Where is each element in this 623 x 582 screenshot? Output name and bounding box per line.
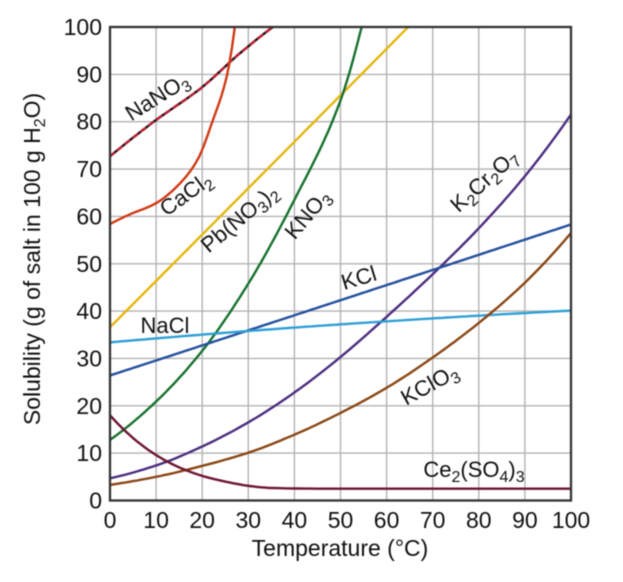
svg-text:Temperature (°C): Temperature (°C) [252, 535, 429, 561]
svg-text:20: 20 [189, 507, 215, 533]
svg-text:0: 0 [104, 507, 117, 533]
svg-text:90: 90 [512, 507, 538, 533]
svg-text:0: 0 [89, 488, 102, 514]
svg-text:100: 100 [64, 14, 102, 40]
svg-text:Ce2(SO4)3: Ce2(SO4)3 [423, 457, 524, 486]
svg-text:10: 10 [143, 507, 169, 533]
svg-text:30: 30 [76, 345, 102, 371]
svg-text:Solubility (g of salt in 100 g: Solubility (g of salt in 100 g H2O) [19, 93, 49, 425]
svg-text:30: 30 [236, 507, 262, 533]
svg-text:80: 80 [466, 507, 492, 533]
svg-text:60: 60 [374, 507, 400, 533]
svg-text:40: 40 [76, 298, 102, 324]
svg-text:100: 100 [552, 507, 590, 533]
svg-text:NaCl: NaCl [141, 313, 190, 338]
svg-text:60: 60 [76, 203, 102, 229]
svg-text:40: 40 [282, 507, 308, 533]
svg-text:10: 10 [76, 440, 102, 466]
svg-text:50: 50 [328, 507, 354, 533]
svg-text:90: 90 [76, 61, 102, 87]
svg-text:50: 50 [76, 251, 102, 277]
svg-text:80: 80 [76, 109, 102, 135]
svg-text:70: 70 [420, 507, 446, 533]
svg-text:20: 20 [76, 393, 102, 419]
svg-text:70: 70 [76, 156, 102, 182]
